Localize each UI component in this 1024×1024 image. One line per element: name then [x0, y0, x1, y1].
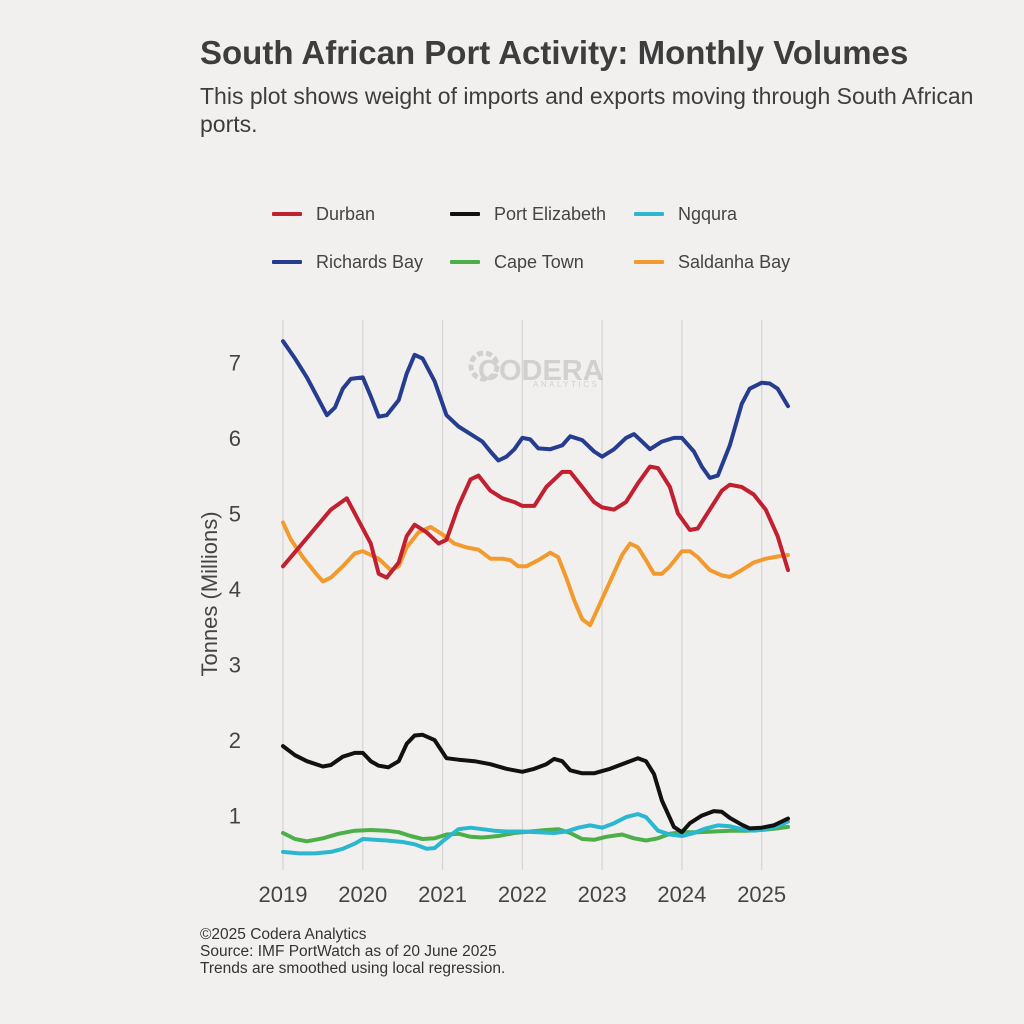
x-tick-label: 2020 — [338, 882, 387, 907]
y-tick-label: 3 — [229, 653, 241, 678]
y-tick-label: 7 — [229, 350, 241, 375]
legend-label: Port Elizabeth — [494, 203, 607, 224]
chart-subtitle: This plot shows weight of imports and ex… — [200, 83, 974, 137]
legend-item-ngqura: Ngqura — [634, 202, 737, 226]
legend-item-richards-bay: Richards Bay — [272, 250, 423, 274]
legend-label: Cape Town — [494, 251, 584, 272]
series-line-durban — [281, 464, 790, 580]
watermark-brand: CODERA — [478, 355, 604, 387]
x-tick-label: 2019 — [259, 882, 308, 907]
legend-item-durban: Durban — [272, 202, 375, 226]
y-axis-label: Tonnes (Millions) — [197, 511, 222, 677]
grid-lines — [282, 320, 763, 870]
y-tick-label: 6 — [229, 426, 241, 451]
legend-swatch — [634, 260, 664, 264]
legend-label: Saldanha Bay — [678, 251, 791, 272]
chart-footer: ©2025 Codera Analytics Source: IMF PortW… — [200, 926, 505, 977]
series-line-saldanha-bay — [281, 520, 790, 628]
x-tick-label: 2025 — [737, 882, 786, 907]
legend-swatch — [634, 212, 664, 216]
footer-source: Source: IMF PortWatch as of 20 June 2025 — [200, 943, 497, 960]
legend-swatch — [450, 260, 480, 264]
x-tick-label: 2022 — [498, 882, 547, 907]
legend-swatch — [272, 260, 302, 264]
legend-item-cape-town: Cape Town — [450, 250, 584, 274]
codera-logo-icon — [468, 350, 500, 382]
watermark-tagline: ANALYTICS — [533, 380, 599, 389]
chart-title: South African Port Activity: Monthly Vol… — [200, 34, 909, 71]
series-lines — [281, 339, 790, 856]
x-tick-label: 2024 — [657, 882, 706, 907]
y-tick-label: 2 — [229, 728, 241, 753]
legend-swatch — [272, 212, 302, 216]
footer-copyright: ©2025 Codera Analytics — [200, 926, 367, 943]
y-tick-label: 4 — [229, 577, 241, 602]
codera-watermark: CODERA ANALYTICS — [468, 350, 604, 389]
axis-ticks: 2019 2020 2021 2022 2023 2024 2025 1 2 3 4 5 6 7 — [229, 350, 786, 907]
legend-item-saldanha-bay: Saldanha Bay — [634, 250, 790, 274]
legend-label: Ngqura — [678, 203, 738, 224]
series-line-port-elizabeth — [281, 732, 790, 835]
legend-label: Richards Bay — [316, 251, 424, 272]
legend-item-port-elizabeth: Port Elizabeth — [450, 202, 606, 226]
y-tick-label: 1 — [229, 804, 241, 829]
footer-note: Trends are smoothed using local regressi… — [200, 960, 506, 977]
series-line-richards-bay — [281, 339, 790, 480]
legend-swatch — [450, 212, 480, 216]
y-tick-label: 5 — [229, 501, 241, 526]
x-tick-label: 2023 — [578, 882, 627, 907]
chart-legend: Durban Port Elizabeth Ngqura Richards Ba… — [272, 200, 832, 280]
legend-label: Durban — [316, 203, 376, 224]
x-tick-label: 2021 — [418, 882, 467, 907]
series-line-ngqura — [281, 812, 790, 856]
